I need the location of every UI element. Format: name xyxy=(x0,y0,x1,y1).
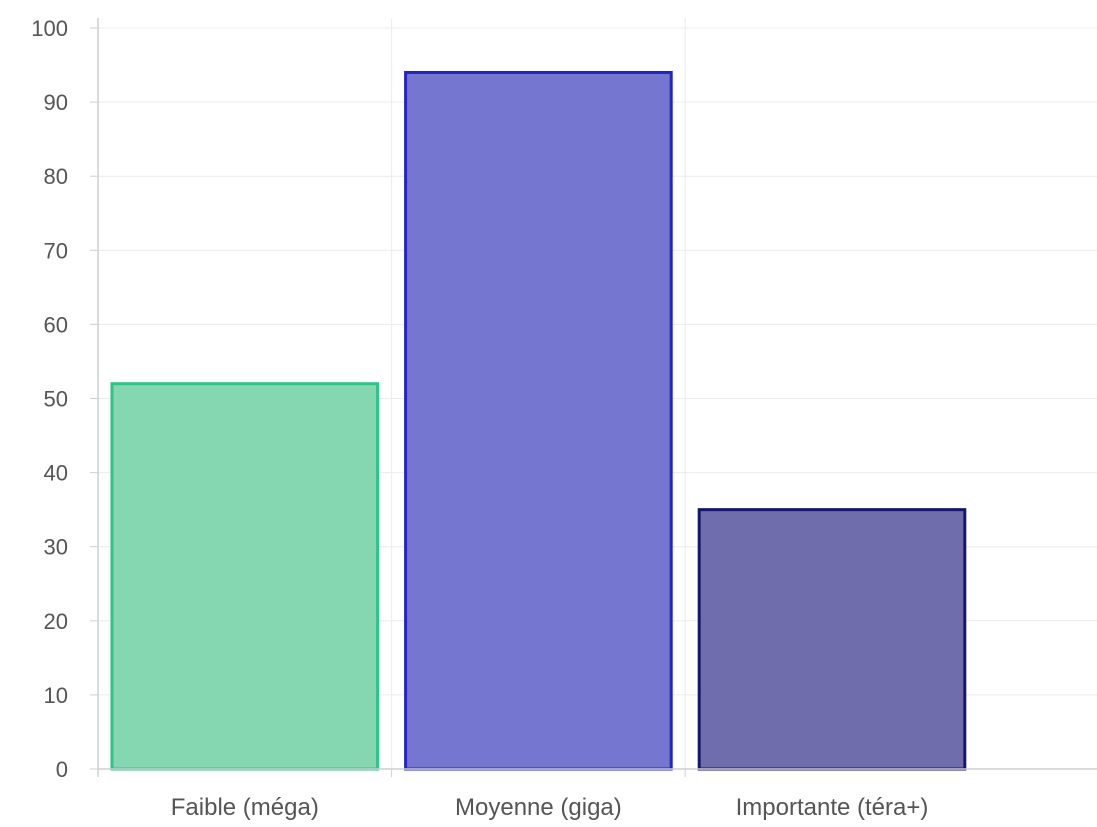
tick-labels: 0 10 20 30 40 50 60 70 80 90 100 Faible (méga) Moyen… xyxy=(31,16,928,821)
y-tick-label: 90 xyxy=(44,90,68,115)
y-tick-label: 70 xyxy=(44,238,68,263)
y-tick-label: 20 xyxy=(44,609,68,634)
y-tick-label: 30 xyxy=(44,535,68,560)
y-tick-label: 0 xyxy=(56,757,68,782)
y-tick-label: 10 xyxy=(44,683,68,708)
x-category-label: Faible (méga) xyxy=(171,794,319,821)
x-category-label: Importante (téra+) xyxy=(736,794,929,821)
bar-1 xyxy=(110,382,380,771)
y-tick-label: 50 xyxy=(44,387,68,412)
bar-3 xyxy=(697,508,967,771)
bars xyxy=(110,70,967,771)
y-tick-label: 40 xyxy=(44,461,68,486)
x-category-label: Moyenne (giga) xyxy=(455,794,622,821)
y-tick-label: 100 xyxy=(31,16,68,41)
axes xyxy=(90,18,1097,777)
bar-2 xyxy=(404,70,673,771)
y-tick-label: 80 xyxy=(44,164,68,189)
y-tick-label: 60 xyxy=(44,312,68,337)
